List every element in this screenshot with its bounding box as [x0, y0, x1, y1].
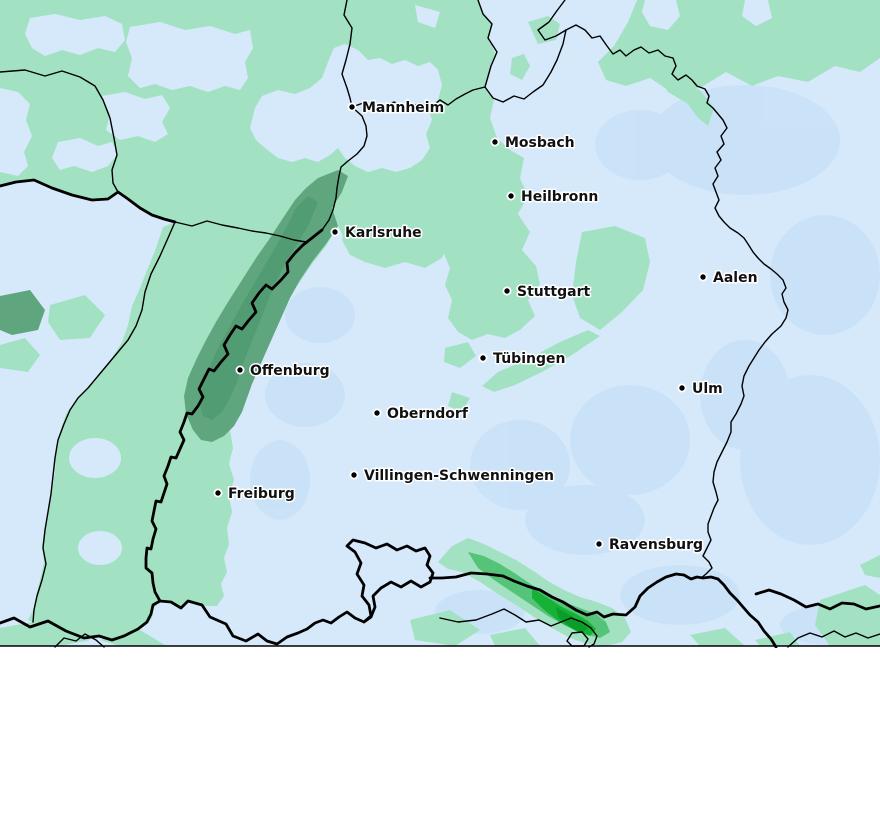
cool-holes	[0, 0, 772, 565]
city-label: Mannheim	[362, 100, 444, 116]
city-dot	[698, 272, 708, 282]
city-label: Ravensburg	[609, 537, 703, 553]
city-dot	[506, 191, 516, 201]
city-label: Heilbronn	[521, 189, 598, 205]
city-dot	[347, 102, 357, 112]
country-borders	[0, 178, 880, 648]
rhine-valley-band-core	[199, 196, 318, 420]
info-panel: Temperatur in 2m (in °C) Modell: ICON-D2…	[0, 648, 880, 830]
city-dot	[594, 539, 604, 549]
cold-patches	[250, 85, 880, 645]
city-label: Villingen-Schwenningen	[364, 468, 554, 484]
city-label: Freiburg	[228, 486, 295, 502]
bodensee-deep-green	[556, 607, 588, 633]
city-label: Aalen	[713, 270, 758, 286]
city-label: Mosbach	[505, 135, 575, 151]
city-dot	[677, 383, 687, 393]
city-label: Ulm	[692, 381, 723, 397]
bodensee-warm-area	[468, 552, 610, 638]
city-dot	[349, 470, 359, 480]
city-label: Stuttgart	[517, 284, 591, 300]
city-dot	[502, 286, 512, 296]
city-dot	[478, 353, 488, 363]
city-dot	[330, 227, 340, 237]
city-label: Tübingen	[493, 351, 565, 367]
city-label: Oberndorf	[387, 406, 469, 422]
city-label: Offenburg	[250, 363, 330, 379]
city-dot	[235, 365, 245, 375]
city-dot	[213, 488, 223, 498]
map-area: Mannheim Mosbach Heilbronn Karlsruhe Aalen St…	[0, 0, 880, 648]
city-label: Karlsruhe	[345, 225, 422, 241]
temperature-map: Mannheim Mosbach Heilbronn Karlsruhe Aalen St…	[0, 0, 880, 648]
city-dot	[372, 408, 382, 418]
city-markers: Mannheim Mosbach Heilbronn Karlsruhe Aalen St…	[213, 99, 759, 555]
city-dot	[490, 137, 500, 147]
